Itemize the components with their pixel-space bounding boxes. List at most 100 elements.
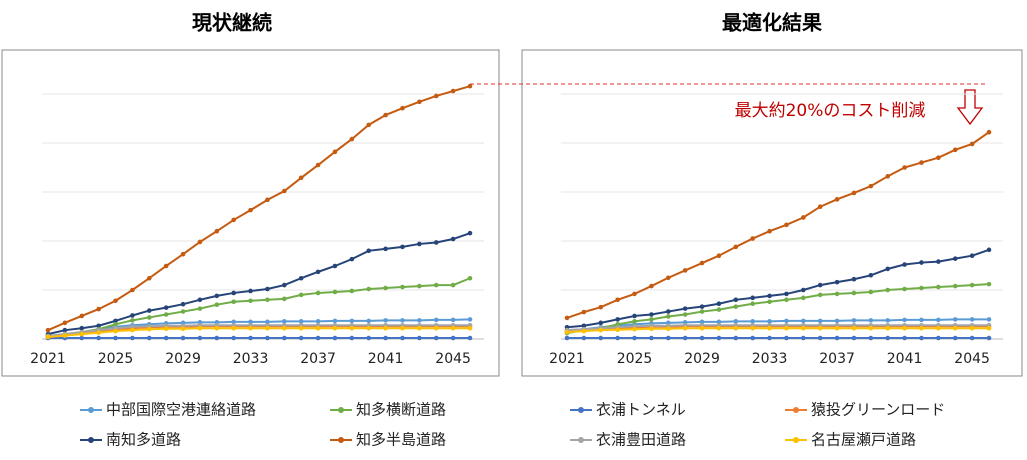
data-point <box>598 304 604 310</box>
data-point <box>615 317 620 322</box>
legend-label: 名古屋瀬戸道路 <box>811 431 916 449</box>
data-point <box>851 290 857 296</box>
data-point <box>96 335 101 341</box>
data-point <box>834 335 840 341</box>
data-point <box>332 263 338 269</box>
data-point <box>716 307 722 312</box>
x-tick-label: 2029 <box>165 351 201 367</box>
data-point <box>163 326 169 332</box>
data-point <box>298 335 304 341</box>
data-point <box>699 325 705 331</box>
legend-marker <box>88 407 94 413</box>
data-point <box>417 318 422 323</box>
data-point <box>315 335 321 341</box>
data-point <box>986 335 992 341</box>
data-point <box>146 326 152 332</box>
data-point <box>716 301 722 307</box>
data-point <box>417 241 422 247</box>
x-tick-label: 2029 <box>684 351 720 367</box>
data-point <box>598 320 604 326</box>
data-point <box>383 335 388 341</box>
data-point <box>750 295 755 301</box>
data-point <box>615 297 620 303</box>
data-point <box>400 284 405 290</box>
data-point <box>146 335 152 341</box>
data-point <box>349 318 355 324</box>
data-point <box>986 129 992 135</box>
data-point <box>750 335 755 341</box>
data-point <box>699 304 705 309</box>
x-tick-label: 2041 <box>368 351 404 367</box>
data-point <box>231 290 236 296</box>
data-point <box>969 253 975 258</box>
data-point <box>298 175 304 181</box>
data-point <box>180 309 186 314</box>
data-point <box>817 292 823 298</box>
data-point <box>298 325 304 331</box>
data-point <box>214 302 220 308</box>
data-point <box>969 335 975 341</box>
data-point <box>952 283 958 289</box>
data-point <box>400 325 405 331</box>
data-point <box>851 325 857 331</box>
legend-label: 中部国際空港連絡道路 <box>106 401 256 419</box>
data-point <box>649 326 654 332</box>
data-point <box>366 122 372 128</box>
data-point <box>180 301 186 307</box>
data-point <box>851 318 857 323</box>
data-point <box>113 318 118 324</box>
data-point <box>163 263 169 269</box>
legend-label: 南知多道路 <box>106 431 181 449</box>
data-point <box>62 333 68 338</box>
data-point <box>902 286 907 292</box>
data-point <box>885 266 891 272</box>
legend-marker <box>578 437 584 443</box>
data-point <box>699 309 705 314</box>
data-point <box>400 244 405 250</box>
data-point <box>817 282 823 288</box>
data-point <box>450 335 456 341</box>
data-point <box>817 204 823 209</box>
data-point <box>902 325 907 331</box>
legend-label: 知多横断道路 <box>356 401 446 419</box>
data-point <box>716 335 722 341</box>
data-point <box>885 287 891 293</box>
legend-label: 衣浦豊田道路 <box>596 431 686 449</box>
data-point <box>383 246 388 252</box>
data-point <box>733 319 739 324</box>
data-point <box>197 306 203 311</box>
data-point <box>366 248 372 254</box>
data-point <box>784 325 789 331</box>
data-point <box>248 325 253 331</box>
data-point <box>163 305 169 310</box>
data-point <box>450 88 456 94</box>
data-point <box>986 247 992 253</box>
legend-label: 知多半島道路 <box>356 431 446 449</box>
data-point <box>417 99 422 105</box>
data-point <box>868 335 874 341</box>
data-point <box>130 327 135 333</box>
data-point <box>180 251 186 257</box>
legend-marker <box>793 407 799 413</box>
data-point <box>649 312 654 317</box>
data-point <box>902 335 907 341</box>
data-point <box>282 188 287 194</box>
series-line <box>566 324 989 332</box>
data-point <box>433 282 439 288</box>
data-point <box>750 301 755 307</box>
series-line <box>566 248 990 329</box>
data-point <box>699 260 705 266</box>
data-point <box>332 289 338 295</box>
data-point <box>79 325 85 331</box>
data-point <box>784 297 789 303</box>
series-line <box>566 327 989 334</box>
data-point <box>214 335 220 341</box>
data-point <box>298 319 304 324</box>
series-line <box>47 327 470 339</box>
data-point <box>130 324 135 330</box>
data-point <box>632 335 637 341</box>
data-point <box>79 313 85 319</box>
data-point <box>231 319 236 325</box>
x-tick-label: 2025 <box>617 351 653 367</box>
data-point <box>750 325 755 331</box>
